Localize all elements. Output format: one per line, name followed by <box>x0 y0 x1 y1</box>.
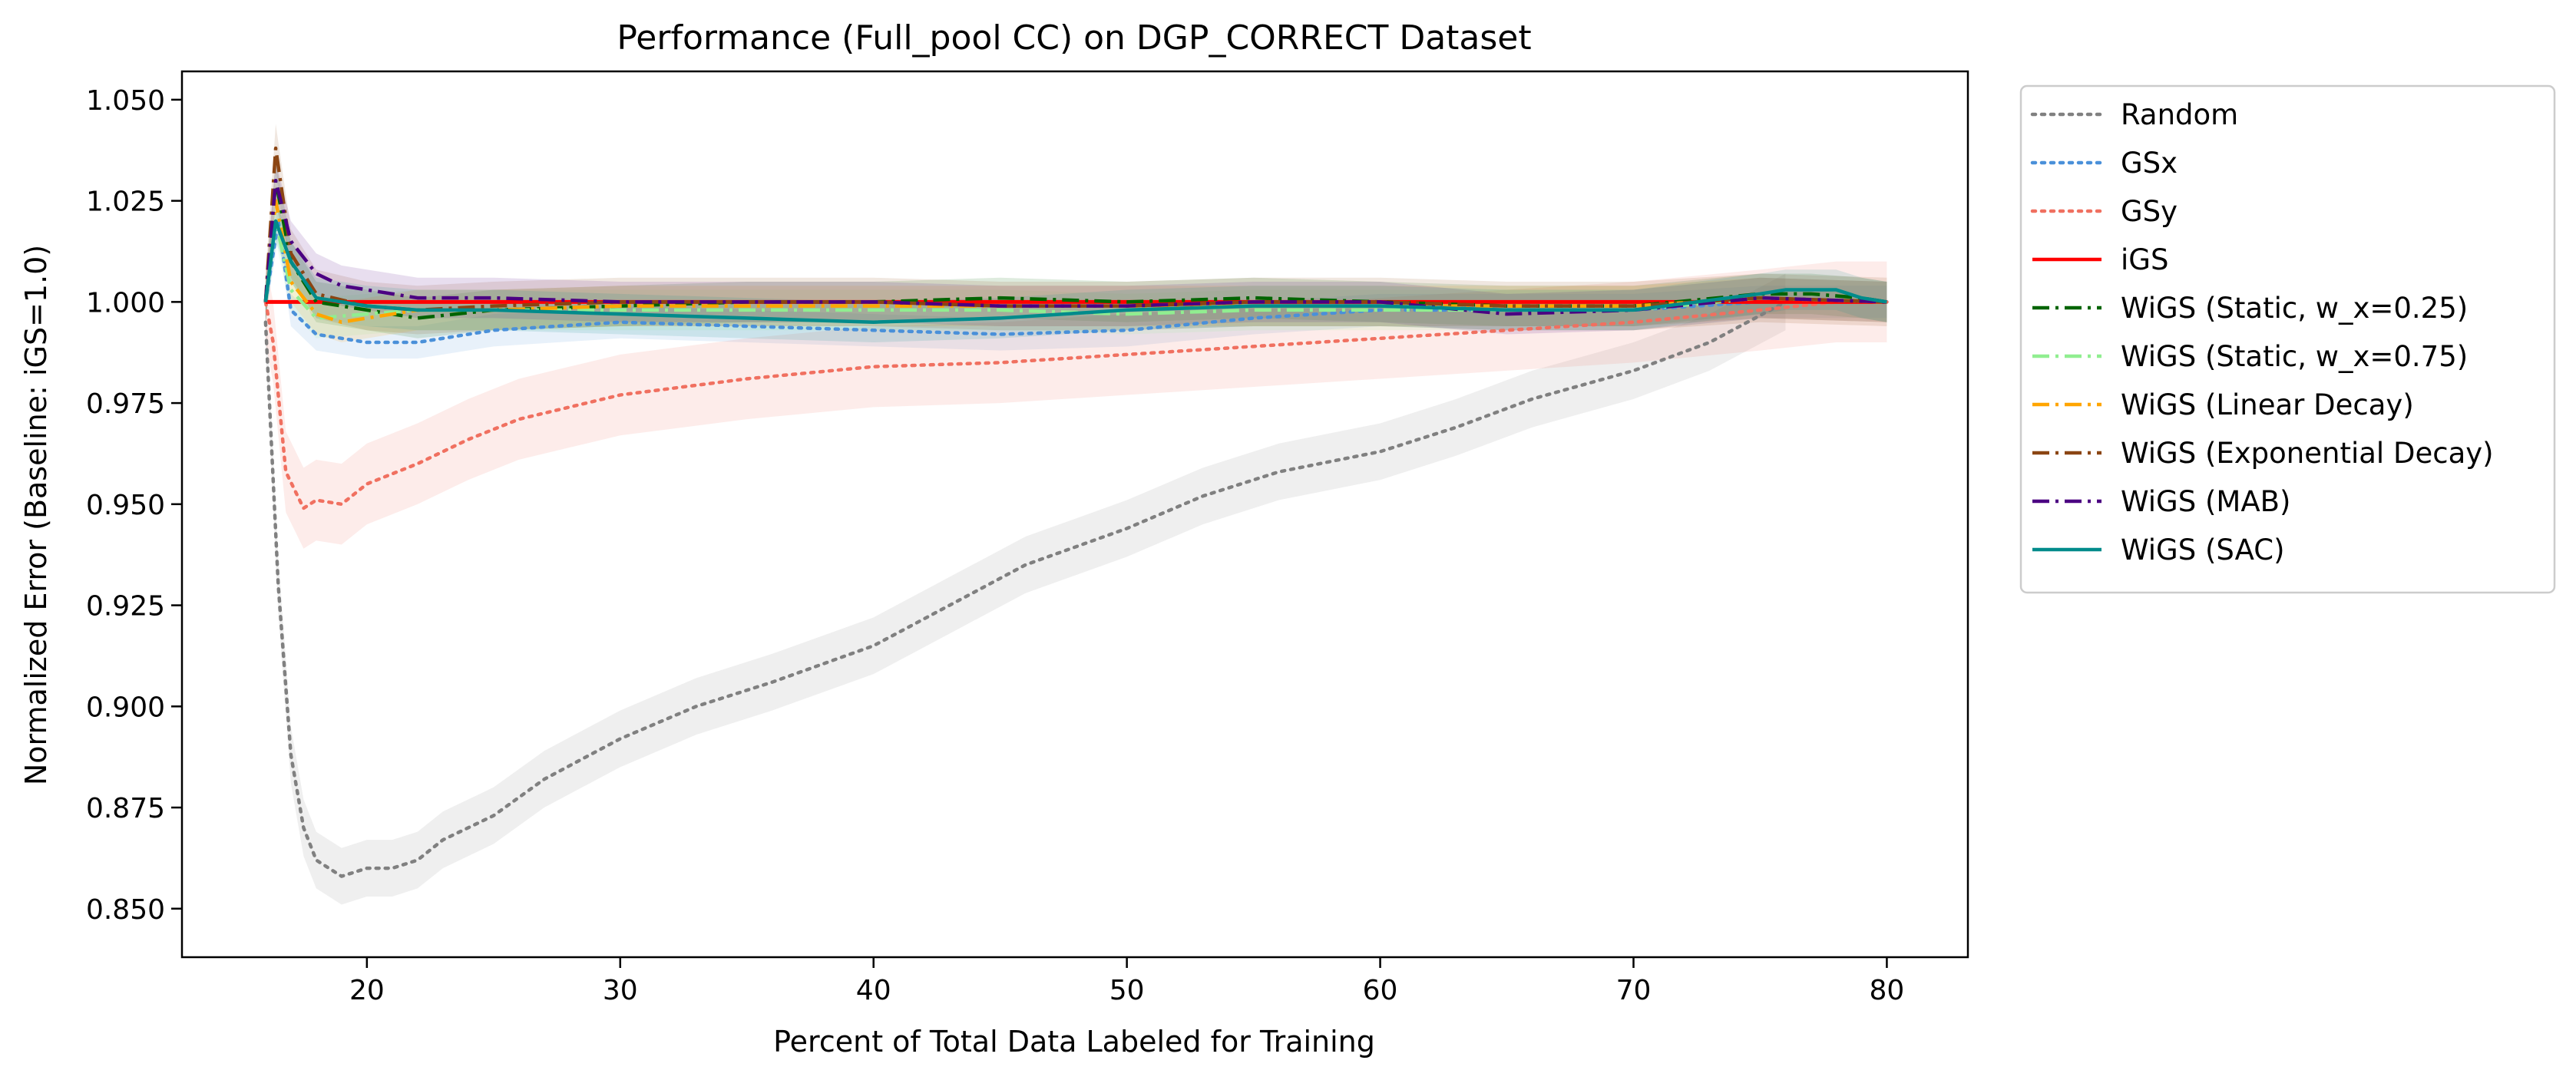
x-axis-label: Percent of Total Data Labeled for Traini… <box>773 1025 1375 1059</box>
band-random <box>265 273 1786 905</box>
y-tick-label: 1.050 <box>86 85 165 117</box>
x-tick-label: 20 <box>349 975 385 1006</box>
y-axis-label: Normalized Error (Baseline: iGS=1.0) <box>19 245 53 785</box>
y-tick-label: 0.900 <box>86 692 165 723</box>
legend-label-wigs-sac: WiGS (SAC) <box>2121 533 2285 566</box>
line-gsy <box>263 300 1889 510</box>
line-wigs-mab <box>263 179 1887 316</box>
band-gsx <box>265 204 1887 359</box>
x-tick-label: 30 <box>603 975 638 1006</box>
plot-area <box>180 70 1969 959</box>
x-tick-label: 80 <box>1870 975 1905 1006</box>
x-tick-label: 70 <box>1616 975 1652 1006</box>
band-wigs-exponential-decay <box>265 124 1887 335</box>
y-tick-label: 0.925 <box>86 591 165 623</box>
legend-label-igs: iGS <box>2121 243 2168 276</box>
legend-box <box>2019 84 2556 594</box>
legend: Random GSx GSy iGS WiGS (Static, w_x=0.25) Wi… <box>2019 84 2556 594</box>
series-lines <box>263 146 1889 878</box>
y-axis-ticks: 0.850 0.875 0.900 0.925 0.950 0.975 1.000 1.025… <box>86 85 182 926</box>
y-tick-label: 0.950 <box>86 490 165 521</box>
legend-label-wigs-exponential-decay: WiGS (Exponential Decay) <box>2121 437 2494 470</box>
y-tick-label: 1.000 <box>86 287 165 319</box>
band-wigs-sac <box>265 200 1887 343</box>
chart-title: Performance (Full_pool CC) on DGP_CORREC… <box>617 18 1531 58</box>
line-wigs-exponential-decay <box>263 146 1887 312</box>
line-wigs-linear-decay <box>263 199 1887 324</box>
x-tick-label: 40 <box>856 975 891 1006</box>
band-wigs-static-w-x-0-25 <box>265 160 1887 339</box>
legend-label-wigs-mab: WiGS (MAB) <box>2121 485 2290 518</box>
line-random <box>263 300 1787 878</box>
y-tick-label: 1.025 <box>86 187 165 218</box>
legend-label-wigs-static-w-x-0-75: WiGS (Static, w_x=0.75) <box>2121 340 2468 373</box>
plot-frame <box>180 70 1969 959</box>
legend-label-wigs-static-w-x-0-25: WiGS (Static, w_x=0.25) <box>2121 292 2468 325</box>
x-axis-ticks: 20 30 40 50 60 70 80 <box>349 957 1904 1006</box>
x-tick-label: 50 <box>1109 975 1145 1006</box>
legend-label-random: Random <box>2121 98 2238 131</box>
legend-label-gsy: GSy <box>2121 195 2178 228</box>
y-tick-label: 0.875 <box>86 793 165 824</box>
y-tick-label: 0.975 <box>86 388 165 420</box>
y-tick-label: 0.850 <box>86 894 165 926</box>
legend-label-wigs-linear-decay: WiGS (Linear Decay) <box>2121 388 2414 421</box>
band-wigs-mab <box>265 160 1887 335</box>
x-tick-label: 60 <box>1363 975 1398 1006</box>
line-wigs-sac <box>263 219 1887 324</box>
confidence-bands <box>265 124 1887 905</box>
legend-label-gsx: GSx <box>2121 147 2178 180</box>
